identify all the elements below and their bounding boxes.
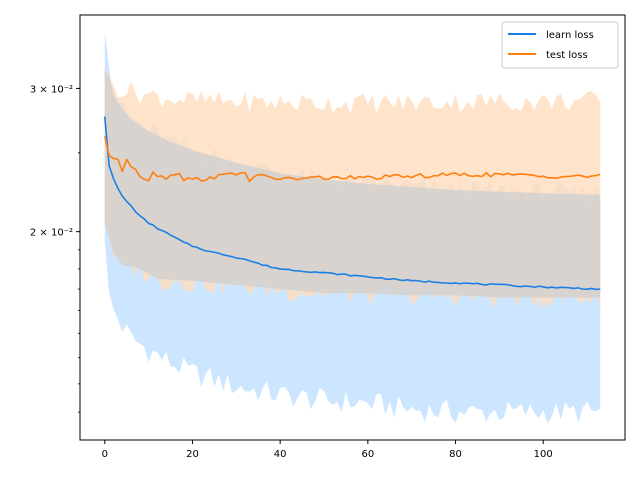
x-tick-label: 100 xyxy=(534,449,553,460)
series-lines xyxy=(103,116,601,291)
line-learn-loss xyxy=(103,116,601,291)
legend-box xyxy=(501,21,619,69)
x-axis: 0 20 40 60 80 100 xyxy=(102,440,553,460)
axes-frame xyxy=(79,14,626,441)
line-test-loss xyxy=(103,136,601,183)
legend-label-test-loss: test loss xyxy=(546,50,588,61)
confidence-bands xyxy=(104,31,601,424)
x-tick-label: 40 xyxy=(274,449,287,460)
y-tick-label: 3 × 10⁻² xyxy=(30,84,73,95)
x-tick-label: 80 xyxy=(449,449,462,460)
x-tick-label: 20 xyxy=(186,449,199,460)
x-tick-label: 0 xyxy=(102,449,108,460)
band-overlap xyxy=(104,67,601,298)
legend: learn loss test loss xyxy=(501,21,619,69)
legend-label-learn-loss: learn loss xyxy=(546,30,594,41)
y-tick-label: 2 × 10⁻² xyxy=(30,228,73,239)
y-axis: 2 × 10⁻² 3 × 10⁻² xyxy=(30,84,80,413)
x-tick-label: 60 xyxy=(361,449,374,460)
